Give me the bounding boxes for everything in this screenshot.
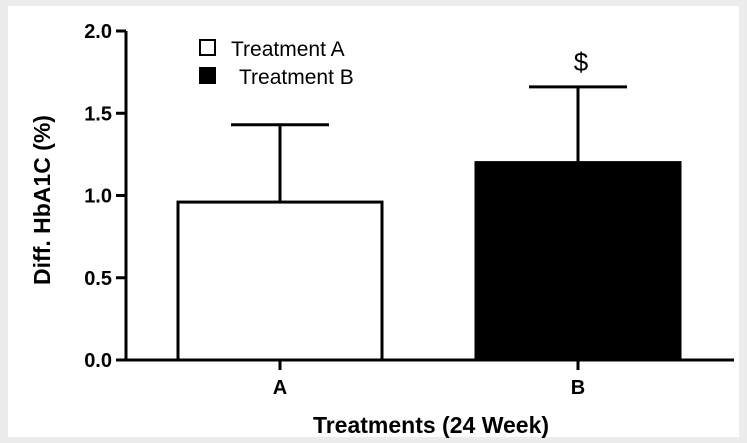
bar-a — [176, 200, 384, 362]
annotations: $ — [574, 47, 589, 77]
x-axis-title: Treatments (24 Week) — [313, 412, 549, 438]
x-tick-label: B — [571, 377, 585, 399]
bars — [176, 161, 682, 362]
legend: Treatment A Treatment B — [199, 38, 354, 89]
y-tick-label: 0.0 — [84, 350, 112, 372]
y-tick-label: 2.0 — [84, 21, 112, 43]
legend-label: Treatment A — [231, 38, 345, 61]
y-tick-label: 1.0 — [84, 186, 112, 208]
legend-label: Treatment B — [239, 66, 354, 89]
bar-b — [474, 161, 682, 362]
y-axis: 0.0 0.5 1.0 1.5 2.0 — [84, 21, 128, 372]
y-tick-label: 0.5 — [84, 268, 112, 290]
error-bars — [231, 85, 627, 203]
significance-marker: $ — [574, 47, 589, 77]
x-tick-label: A — [273, 377, 287, 399]
legend-swatch — [199, 67, 216, 84]
y-axis-title: Diff. HbA1C (%) — [29, 115, 55, 285]
legend-swatch — [199, 39, 216, 56]
y-tick-label: 1.5 — [84, 103, 112, 125]
